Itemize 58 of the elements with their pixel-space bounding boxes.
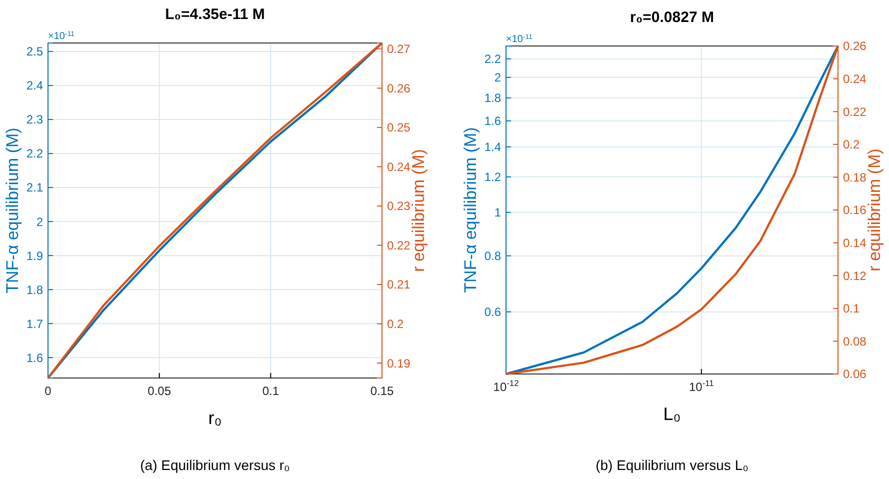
y2-tick-label: 0.22 [387, 238, 411, 252]
y2-tick-label: 0.27 [387, 42, 411, 56]
text: (b) Equilibrium versus L₀ [596, 457, 749, 473]
y2-axis-title: r equilibrium (M) [409, 149, 428, 272]
x-tick-label: 0.15 [370, 384, 394, 398]
line-series [46, 42, 384, 380]
y2-tick-label: 0.08 [843, 334, 867, 348]
y-tick-label: 1.8 [484, 91, 502, 106]
y2-tick-label: 0.2 [843, 138, 860, 152]
y-tick-label: 1.8 [26, 282, 44, 297]
x-axis-title: r₀ [208, 408, 222, 428]
y2-tick-label: 0.1 [843, 302, 860, 316]
y-tick-label: 0.8 [484, 249, 502, 264]
y-tick-label: 0.6 [484, 305, 502, 320]
y-tick-label: 1.4 [484, 140, 502, 154]
y-tick-label: 1.2 [484, 170, 502, 184]
x-tick-label: 0 [44, 384, 52, 398]
text: ×10$^{-11}$ [48, 30, 75, 42]
x-tick-label: 10$^{-11}$ [688, 378, 714, 394]
x-axis-title: L₀ [663, 404, 681, 424]
y-tick-label: 2.3 [26, 112, 44, 127]
y-tick-label: 2.4 [26, 78, 44, 93]
y-tick-label: 2 [36, 214, 44, 229]
y-tick-label: 1 [494, 206, 502, 220]
y-axis-title: TNF-α equilibrium (M) [461, 127, 480, 293]
y2-axis-title: r equilibrium (M) [865, 148, 884, 272]
y2-tick-label: 0.16 [843, 203, 867, 218]
y-tick-label: 1.6 [484, 114, 502, 128]
y2-tick-label: 0.19 [387, 356, 411, 370]
y2-tick-label: 0.24 [387, 160, 411, 174]
x-tick-label: 10$^{-12}$ [493, 378, 520, 394]
x-tick-label: 0.1 [262, 384, 280, 398]
y2-tick-label: 0.12 [843, 268, 867, 283]
y2-tick-label: 0.06 [843, 367, 867, 382]
y2-tick-label: 0.25 [387, 120, 411, 135]
y2-tick-label: 0.26 [387, 81, 411, 96]
y2-tick-label: 0.24 [843, 72, 867, 86]
y2-tick-label: 0.26 [843, 39, 867, 54]
text: ×10$^{-11}$ [506, 34, 533, 45]
x-tick-label: 0.05 [148, 384, 172, 398]
y2-tick-label: 0.14 [843, 236, 867, 250]
y-tick-label: 1.7 [26, 316, 44, 331]
y-axis-title: TNF-α equilibrium (M) [3, 128, 22, 294]
y-tick-label: 1.9 [26, 248, 44, 263]
y-tick-label: 2 [494, 70, 502, 85]
y-tick-label: 2.5 [26, 44, 44, 59]
y2-tick-label: 0.18 [843, 170, 867, 184]
chart-title: L₀=4.35e-11 M [165, 6, 265, 23]
text: (a) Equilibrium versus r₀ [140, 457, 290, 473]
y-tick-label: 2.1 [26, 180, 44, 195]
y2-tick-label: 0.21 [387, 278, 411, 292]
y2-tick-label: 0.23 [387, 199, 411, 214]
y-tick-label: 1.6 [26, 350, 44, 365]
y2-tick-label: 0.2 [387, 317, 404, 332]
y-tick-label: 2.2 [26, 146, 44, 161]
y2-tick-label: 0.22 [843, 104, 867, 119]
chart-title: r₀=0.0827 M [630, 9, 714, 26]
y-tick-label: 2.2 [484, 52, 502, 66]
